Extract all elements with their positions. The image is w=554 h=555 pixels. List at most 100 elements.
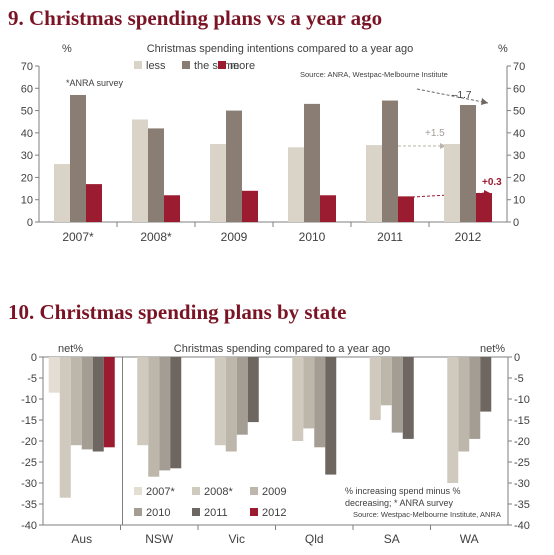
annotation-less-label: +1.5 [425,128,445,139]
bar-2011-WA [480,357,492,412]
annotation-more-label: +0.3 [482,177,502,188]
chart-9-ytick-label-right: 40 [513,128,525,140]
chart-10-xtick-label: Vic [229,532,245,546]
bar-less-2008 [132,119,148,222]
chart-10-title: 10. Christmas spending plans by state [8,300,347,324]
chart-9-ylabel-right: % [498,43,508,55]
annotation-same-arrow [481,98,488,105]
bar-2011-Aus [92,357,104,452]
chart-9-ytick-label-left: 50 [21,106,33,118]
bar-2009-SA [380,357,392,406]
bar-more-2012 [476,193,492,222]
chart-10-ytick-label-right: -15 [514,415,530,427]
bar-2009-Aus [70,357,82,446]
chart-9-ytick-label-right: 20 [513,172,525,184]
chart-10-ytick-label-left: -15 [21,415,37,427]
bar-more-2009 [242,190,258,222]
legend-swatch-2009 [250,487,258,495]
chart-10-ylabel-left: net% [58,343,83,355]
legend-swatch-less [134,61,142,69]
bar-less-2012 [444,144,460,222]
legend-label-2012: 2012 [262,507,286,519]
bar-less-2010 [288,147,304,222]
chart-10-ytick-label-right: -30 [514,478,530,490]
chart-10-ytick-label-left: -30 [21,478,37,490]
bar-2008-NSW [137,357,149,446]
chart-9-ytick-label-right: 30 [513,150,525,162]
chart-10-ytick-label-left: -10 [21,394,37,406]
bar-2008-Qld [292,357,304,441]
chart-10-subtitle: Christmas spending compared to a year ag… [174,343,390,355]
bar-2011-Vic [247,357,259,423]
bar-2008-Vic [214,357,226,446]
legend-swatch-2008 [192,487,200,495]
chart-9-source: Source: ANRA, Westpac-Melbourne Institut… [300,70,448,79]
chart-9-xtick-label: 2012 [455,230,482,244]
chart-9-ytick-label-left: 70 [21,61,33,73]
chart-10-xtick-label: SA [384,532,400,546]
chart-10-note-b: decreasing; * ANRA survey [345,498,454,508]
chart-9-xtick-label: 2010 [299,230,326,244]
bar-more-2011 [398,196,414,222]
annotation-same-line [416,88,489,104]
bar-2010-Vic [236,357,248,435]
bar-2012-Aus [103,357,115,448]
chart-9-ylabel-left: % [62,43,72,55]
chart-10-ytick-label-right: -20 [514,436,530,448]
bar-more-2007 [86,184,102,222]
chart-10-note-a: % increasing spend minus % [345,486,461,496]
legend-label-more: more [230,60,255,72]
legend-label-2008: 2008* [204,486,233,498]
bar-2010-Aus [81,357,93,450]
chart-9-ytick-label-left: 20 [21,172,33,184]
chart-10-ytick-label-right: -5 [514,373,524,385]
chart-9-ytick-label-right: 70 [513,61,525,73]
bar-the-same-2012 [460,105,476,222]
bar-the-same-2008 [148,128,164,222]
legend-swatch-2011 [192,508,200,516]
chart-9-ytick-label-left: 30 [21,150,33,162]
bar-the-same-2010 [304,103,320,222]
chart-10-ylabel-right: net% [480,343,505,355]
bar-2011-SA [402,357,414,439]
chart-9-ytick-label-right: 10 [513,195,525,207]
bar-2010-Qld [314,357,326,448]
legend-swatch-same [182,61,190,69]
bar-2010-WA [469,357,481,439]
bar-2009-Vic [225,357,237,452]
chart-10-ytick-label-right: -10 [514,394,530,406]
bar-2010-SA [391,357,403,433]
bar-2007-Aus [48,357,60,393]
bar-2010-NSW [159,357,171,471]
chart-10-ytick-label-left: -5 [27,373,37,385]
chart-9-ytick-label-left: 40 [21,128,33,140]
bar-2009-NSW [148,357,160,477]
legend-label-less: less [146,60,166,72]
bar-2011-NSW [170,357,182,469]
bar-less-2011 [366,145,382,222]
chart-10-ytick-label-right: -40 [514,520,530,532]
chart-10-xtick-label: NSW [145,532,174,546]
annotation-same-label: –1.7 [452,90,472,101]
bar-2008-Aus [59,357,71,498]
chart-9-xtick-label: 2011 [377,230,403,244]
bar-2009-WA [458,357,470,452]
legend-label-2009: 2009 [262,486,286,498]
chart-9-xtick-label: 2008* [140,230,172,244]
chart-10-ytick-label-right: -35 [514,499,530,511]
chart-10-ytick-label-left: -40 [21,520,37,532]
chart-10-ytick-label-left: -25 [21,457,37,469]
chart-10-ytick-label-left: -20 [21,436,37,448]
bar-less-2007 [54,164,70,222]
chart-9-title: 9. Christmas spending plans vs a year ag… [8,6,383,30]
bar-the-same-2011 [382,100,398,222]
legend-swatch-more [218,61,226,69]
chart-9-ytick-label-left: 0 [27,217,33,229]
chart-10-xtick-label: Aus [71,532,92,546]
chart-10-ytick-label-left: 0 [31,352,37,364]
bar-less-2009 [210,144,226,222]
legend-label-same: the same [194,60,239,72]
chart-10-source: Source: Westpac-Melbourne Institute, ANR… [353,510,501,519]
chart-10-ytick-label-left: -35 [21,499,37,511]
chart-marks: 0 0 10 10 20 20 30 30 40 40 50 50 60 60 70 70 2007* 2008*… [21,61,530,546]
